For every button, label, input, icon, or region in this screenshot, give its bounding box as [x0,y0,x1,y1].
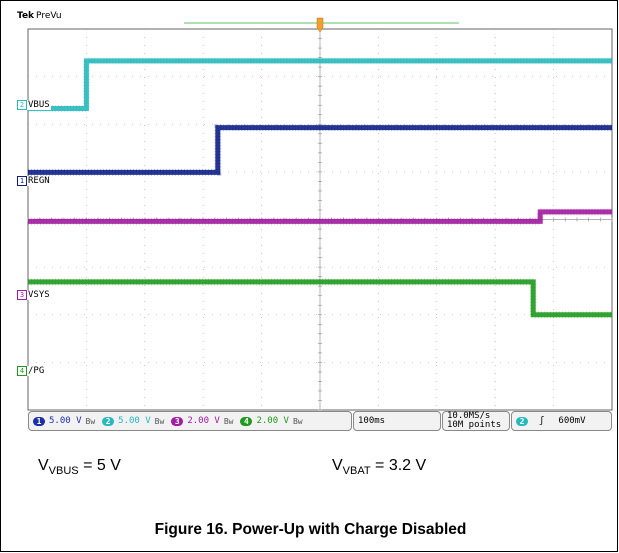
channel-number: 3 [171,416,184,426]
caption-value: = 3.2 V [370,457,427,474]
bandwidth-limit-icon: Bw [154,416,165,426]
channel-number: 1 [33,416,45,426]
channel-1-marker: 1 [17,176,27,186]
channel-scale: 2.00 V [187,416,220,426]
oscilloscope-screen [27,17,613,411]
trace-vsys [28,209,612,224]
acquisition-setting: 10.0MS/s 10M points [442,411,510,431]
channel-1-setting: 1 5.00 V Bw [33,416,95,426]
caption-symbol: V [332,457,343,474]
bandwidth-limit-icon: Bw [85,416,96,426]
sample-rate: 10.0MS/s [447,411,491,421]
trace-vbus [28,58,612,111]
bandwidth-limit-icon: Bw [292,416,303,426]
trace-noise-vsys [28,208,612,225]
caption-vbat: VVBAT = 3.2 V [332,457,426,477]
channel-settings: 1 5.00 V Bw 2 5.00 V Bw 3 2.00 V Bw 4 2.00 V Bw [28,411,352,431]
series-name: /PG [28,366,45,376]
timebase-setting: 100ms [353,411,441,431]
trigger-source: 2 [516,416,532,426]
caption-subscript: VBUS [48,465,79,478]
channel-2-setting: 2 5.00 V Bw [102,416,164,426]
channel-label-vbus: 2 VBUS [17,100,51,110]
channel-scale: 5.00 V [118,416,151,426]
brand-name: Tek [17,11,35,21]
bandwidth-limit-icon: Bw [223,416,234,426]
channel-3-marker: 3 [17,290,27,300]
trigger-channel-number: 2 [516,416,528,426]
trace-noise-pg [28,278,612,319]
channel-3-setting: 3 2.00 V Bw [171,416,233,426]
trace-regn [28,125,612,175]
caption-value: = 5 V [78,457,121,474]
channel-label-vsys: 3 VSYS [17,290,51,300]
trace-pg [28,279,612,318]
waveform-traces [28,57,612,319]
trigger-position-marker [184,17,459,33]
channel-number: 2 [102,416,115,426]
trigger-setting: 2 ʃ 600mV [511,411,612,431]
caption-subscript: VBAT [342,465,371,478]
channel-4-marker: 4 [17,366,27,376]
timebase-value: 100ms [358,416,386,426]
channel-scale: 5.00 V [49,416,82,426]
scope-status-bar: 1 5.00 V Bw 2 5.00 V Bw 3 2.00 V Bw 4 2.00 V Bw … [28,411,612,433]
caption-symbol: V [38,457,49,474]
series-name: VBUS [28,100,50,110]
acquisition-mode: PreVu [36,11,62,21]
series-name: REGN [28,176,50,186]
trigger-level: 600mV [558,416,586,426]
record-length: 10M points [447,420,502,430]
channel-label-regn: 1 REGN [17,176,51,186]
figure-title: Figure 16. Power-Up with Charge Disabled [154,521,467,538]
channel-4-setting: 4 2.00 V Bw [240,416,303,426]
channel-scale: 2.00 V [256,416,289,426]
channel-number: 4 [240,416,253,426]
caption-vbus: VVBUS = 5 V [38,457,121,477]
series-name: VSYS [28,290,50,300]
rising-edge-icon: ʃ [539,416,545,426]
channel-2-marker: 2 [17,100,27,110]
channel-label-pg: 4/PG [17,366,46,376]
scope-brand: Tek PreVu [17,11,62,21]
